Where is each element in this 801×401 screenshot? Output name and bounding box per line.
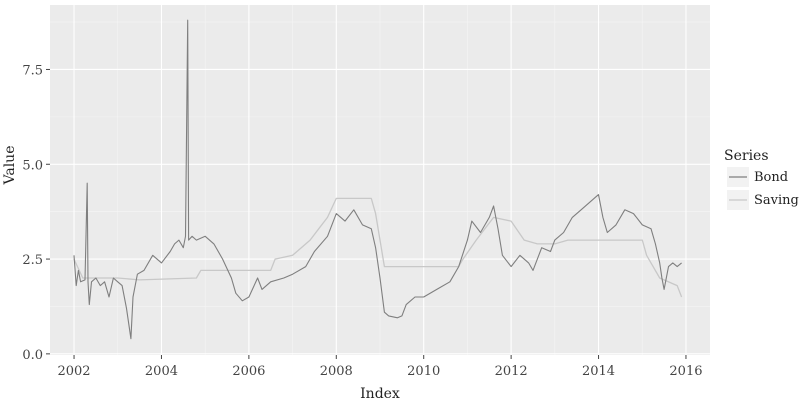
y-tick-label: 5.0 [22,158,43,173]
y-tick-label: 7.5 [22,63,43,78]
x-tick-label: 2008 [320,364,353,379]
legend-label-saving: Saving [754,193,799,208]
legend-title: Series [724,148,769,164]
x-tick-label: 2004 [145,364,178,379]
series-layer [73,19,683,340]
y-tick-label: 0.0 [22,348,43,363]
y-tick-label: 2.5 [22,253,43,268]
grid-major [50,5,710,355]
legend: Series Bond Saving [724,148,799,210]
legend-label-bond: Bond [754,170,788,185]
grid-minor [50,5,710,355]
x-tick-label: 2016 [669,364,702,379]
x-tick-label: 2012 [495,364,528,379]
y-axis-ticks: 0.0 2.5 5.0 7.5 [22,63,50,363]
x-axis-title: Index [360,386,400,401]
series-line-bond [73,19,682,340]
x-tick-label: 2014 [582,364,615,379]
x-tick-label: 2006 [232,364,265,379]
series-line-saving [73,197,683,298]
x-axis-ticks: 2002 2004 2006 2008 2010 2012 2014 2016 [57,355,703,379]
x-tick-label: 2002 [57,364,90,379]
x-tick-label: 2010 [407,364,440,379]
y-axis-title: Value [2,146,18,186]
